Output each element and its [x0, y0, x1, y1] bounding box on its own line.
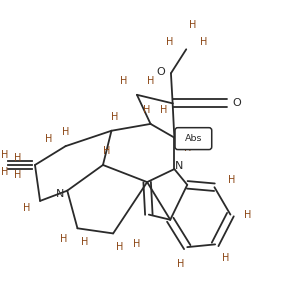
Text: H: H	[177, 259, 184, 269]
Text: O: O	[233, 98, 242, 108]
Text: H: H	[244, 210, 251, 220]
Text: H: H	[60, 233, 68, 244]
Text: H: H	[133, 239, 141, 249]
Text: H: H	[189, 20, 197, 30]
Text: H: H	[143, 105, 151, 115]
Text: H: H	[81, 237, 88, 247]
Text: H: H	[62, 128, 69, 137]
Text: O: O	[156, 66, 165, 76]
Text: H: H	[14, 153, 22, 163]
FancyBboxPatch shape	[175, 128, 212, 150]
Text: H: H	[14, 170, 22, 180]
Text: N: N	[175, 161, 184, 171]
Text: H: H	[184, 143, 192, 153]
Text: H: H	[23, 203, 30, 213]
Text: H: H	[161, 105, 168, 115]
Text: H: H	[116, 242, 124, 252]
Text: H: H	[166, 37, 173, 47]
Text: H: H	[120, 76, 127, 86]
Text: H: H	[103, 146, 110, 156]
Text: H: H	[1, 150, 8, 160]
Text: N: N	[56, 189, 65, 199]
Text: H: H	[147, 76, 154, 86]
Text: H: H	[222, 253, 229, 263]
Text: H: H	[1, 167, 8, 177]
Text: H: H	[200, 37, 207, 47]
Text: H: H	[111, 112, 118, 122]
Text: H: H	[228, 175, 235, 185]
Text: H: H	[45, 134, 52, 144]
Text: Abs: Abs	[185, 134, 202, 143]
